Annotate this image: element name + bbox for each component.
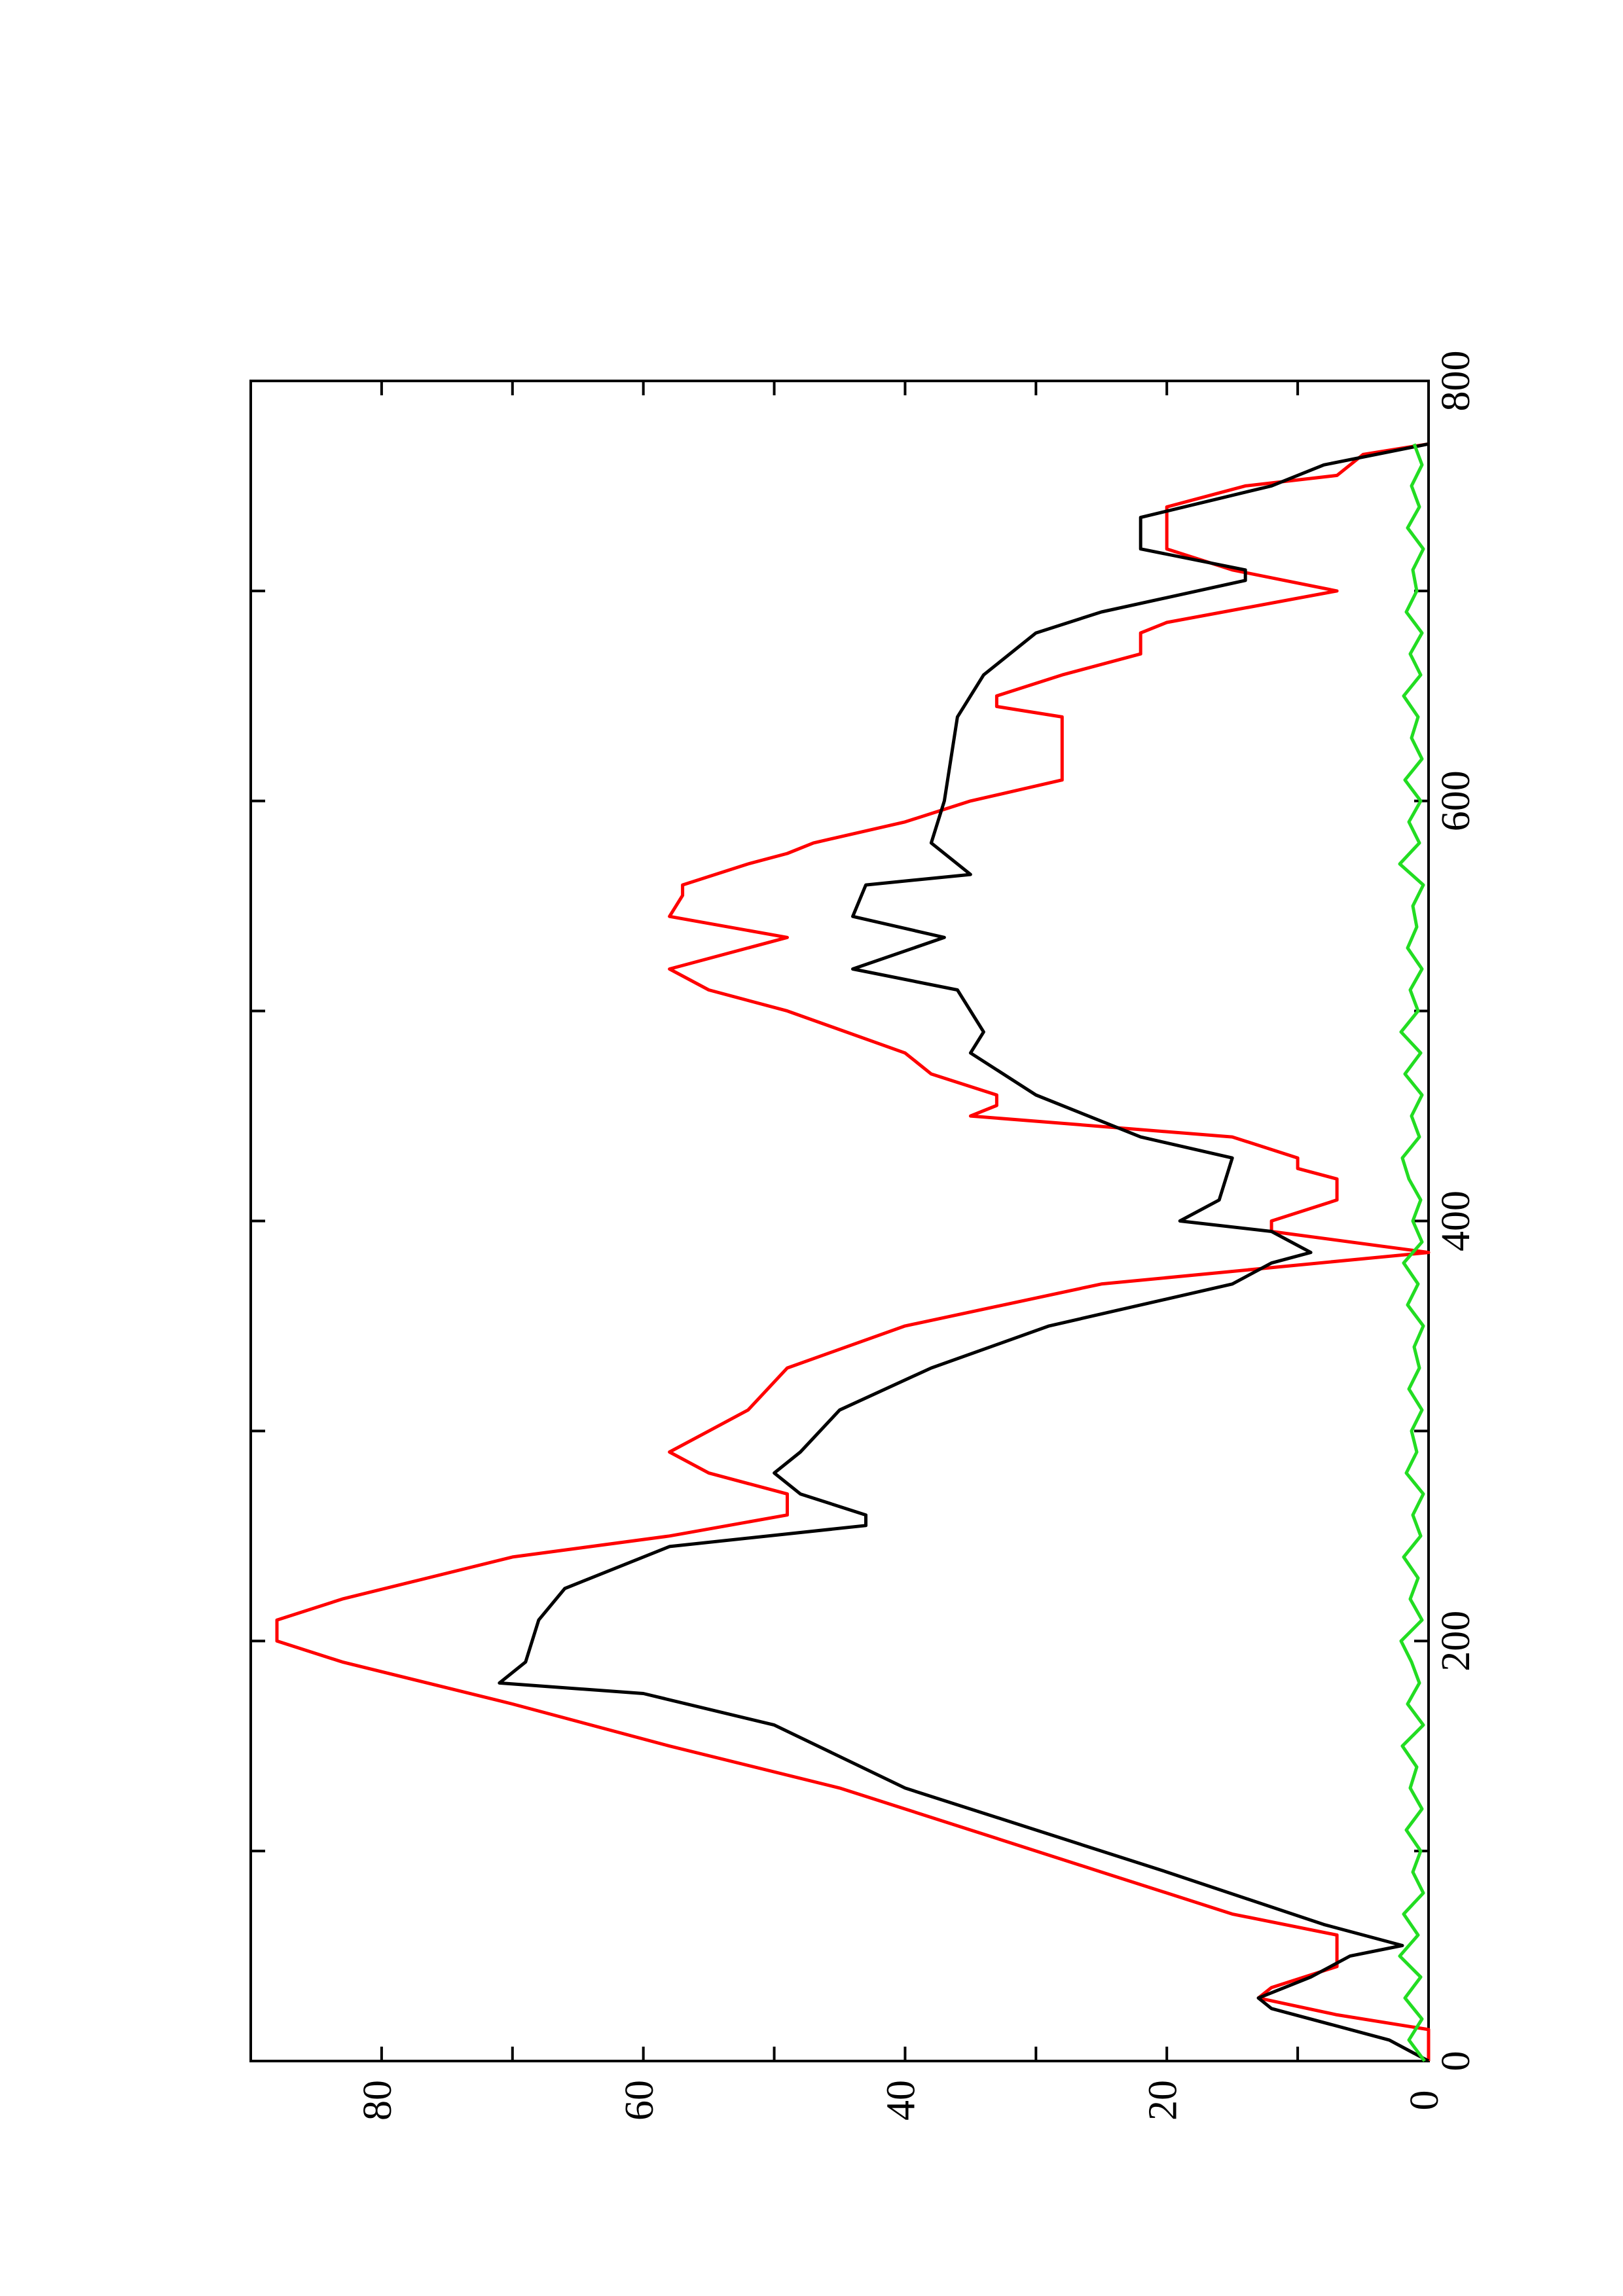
series-line bbox=[498, 442, 1430, 2063]
plot-frame bbox=[249, 380, 1430, 2062]
x-tick-label: 0 bbox=[1434, 2051, 1478, 2072]
y-tick-label: 80 bbox=[356, 2080, 400, 2121]
series-line bbox=[275, 442, 1431, 2061]
x-tick-label: 800 bbox=[1434, 351, 1478, 412]
y-tick-label: 60 bbox=[617, 2080, 662, 2121]
x-tick-label: 600 bbox=[1434, 770, 1478, 831]
y-tick-label: 20 bbox=[1140, 2080, 1185, 2121]
x-tick-label: 400 bbox=[1434, 1191, 1478, 1251]
y-tick-label: 40 bbox=[879, 2080, 924, 2121]
y-tick-label: 0 bbox=[1402, 2090, 1447, 2111]
x-tick-label: 200 bbox=[1434, 1611, 1478, 1672]
series-line bbox=[1398, 443, 1427, 2062]
